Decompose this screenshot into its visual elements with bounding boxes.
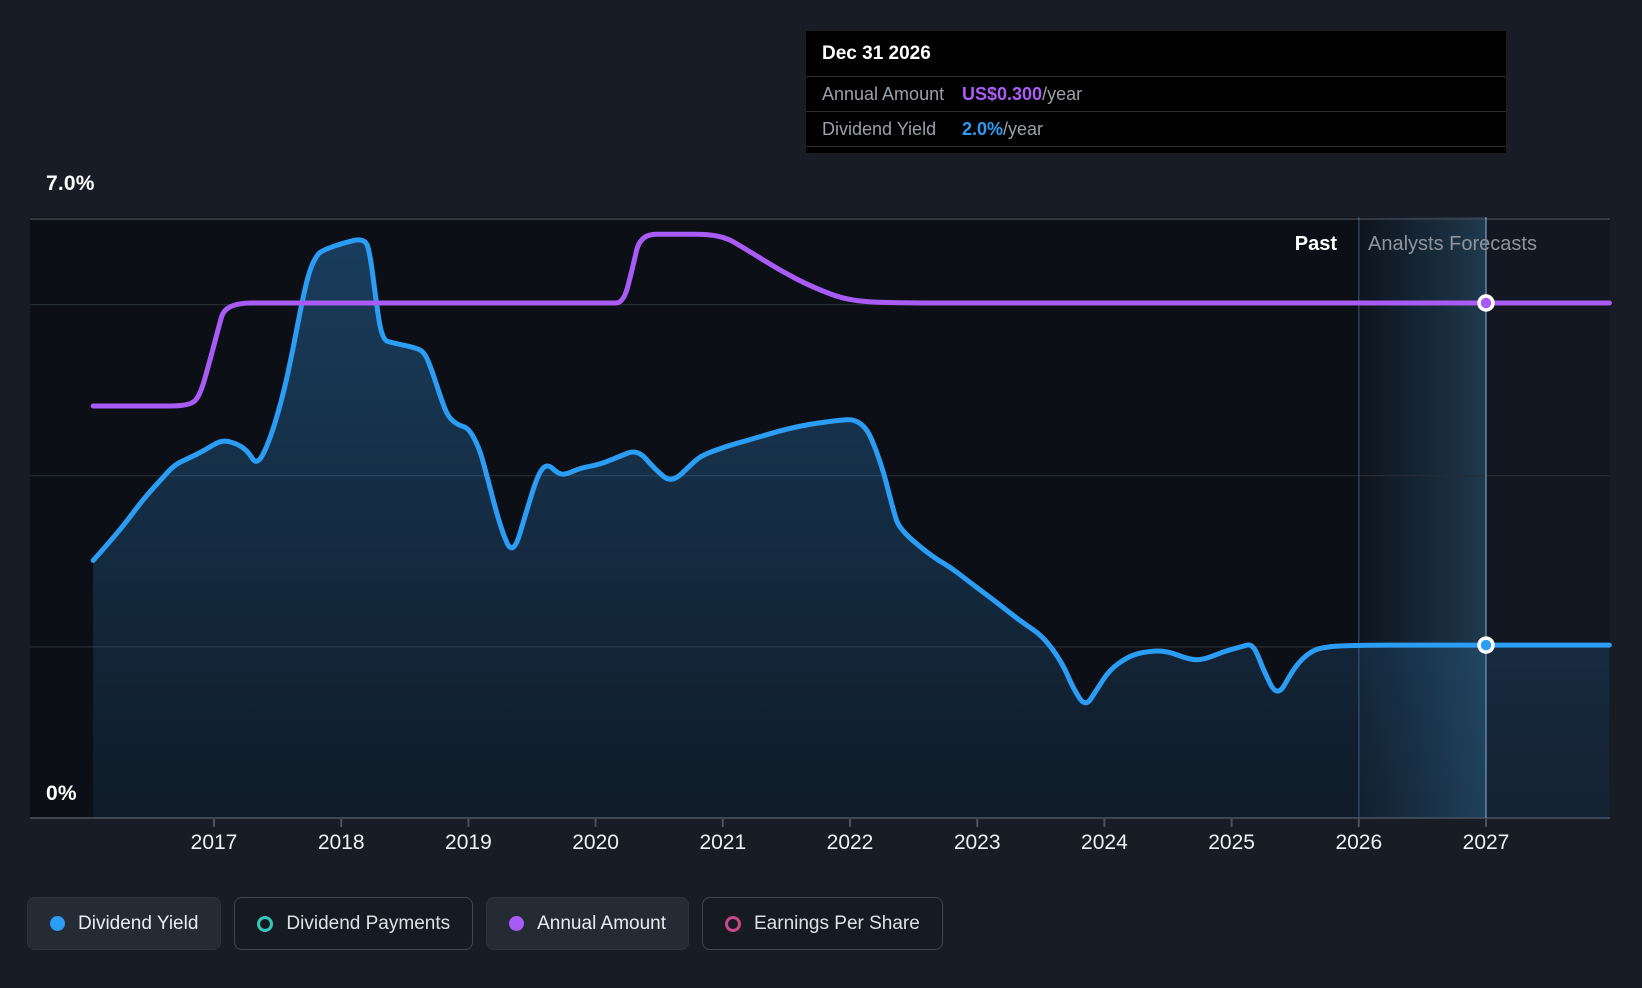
tooltip-label: Dividend Yield	[822, 118, 937, 139]
x-axis-label-2025: 2025	[1208, 831, 1255, 854]
x-axis-label-2017: 2017	[190, 831, 238, 854]
y-axis-label-max: 7.0%	[46, 172, 95, 195]
past-zone-label: Past	[1294, 233, 1337, 255]
dividend-yield-marker-icon	[50, 916, 65, 931]
tooltip-label: Annual Amount	[822, 83, 945, 104]
x-axis-label-2022: 2022	[826, 831, 874, 854]
tooltip-row-annual-amount: Annual Amount US$0.300/year	[806, 77, 1506, 112]
dividend-yield-line	[90, 237, 1612, 706]
x-axis-label-2024: 2024	[1081, 831, 1128, 854]
earnings-per-share-marker-icon	[725, 915, 741, 932]
dividend-yield-area	[93, 239, 1610, 818]
x-axis-label-2019: 2019	[445, 831, 492, 854]
legend-button-dividend-yield[interactable]: Dividend Yield	[27, 897, 222, 950]
legend-label: Dividend Payments	[286, 912, 451, 934]
y-axis-label-zero: 0%	[46, 782, 77, 805]
legend-label: Earnings Per Share	[754, 912, 920, 934]
legend-button-dividend-payments[interactable]: Dividend Payments	[234, 897, 474, 950]
x-axis-label-2027: 2027	[1462, 831, 1510, 854]
annual-amount-forecast-marker[interactable]	[1477, 294, 1495, 312]
x-axis-label-2023: 2023	[953, 831, 1001, 854]
legend-button-earnings-per-share[interactable]: Earnings Per Share	[702, 897, 943, 950]
legend-label: Annual Amount	[537, 912, 666, 934]
x-axis-label-2020: 2020	[572, 831, 619, 854]
chart-tooltip: Dec 31 2026 Annual Amount US$0.300/year …	[806, 31, 1506, 153]
tooltip-value-suffix: /year	[1003, 118, 1044, 139]
chart-legend: Dividend Yield Dividend Payments Annual Am…	[27, 897, 943, 950]
dividend-payments-marker-icon	[257, 915, 274, 932]
dividend-yield-forecast-marker[interactable]	[1477, 636, 1495, 654]
tooltip-value-suffix: /year	[1042, 83, 1083, 104]
legend-label: Dividend Yield	[78, 912, 199, 934]
x-axis-label-2018: 2018	[317, 831, 365, 854]
tooltip-value: 2.0%	[962, 118, 1004, 139]
legend-button-annual-amount[interactable]: Annual Amount	[486, 897, 689, 950]
tooltip-row-dividend-yield: Dividend Yield 2.0%/year	[806, 112, 1506, 147]
annual-amount-line	[90, 231, 1612, 409]
x-axis-label-2021: 2021	[699, 831, 747, 854]
tooltip-value: US$0.300	[962, 83, 1043, 104]
forecast-zone-label: Analysts Forecasts	[1368, 233, 1537, 255]
annual-amount-marker-icon	[509, 916, 525, 931]
x-axis-label-2026: 2026	[1335, 831, 1383, 854]
tooltip-date: Dec 31 2026	[806, 37, 1506, 77]
